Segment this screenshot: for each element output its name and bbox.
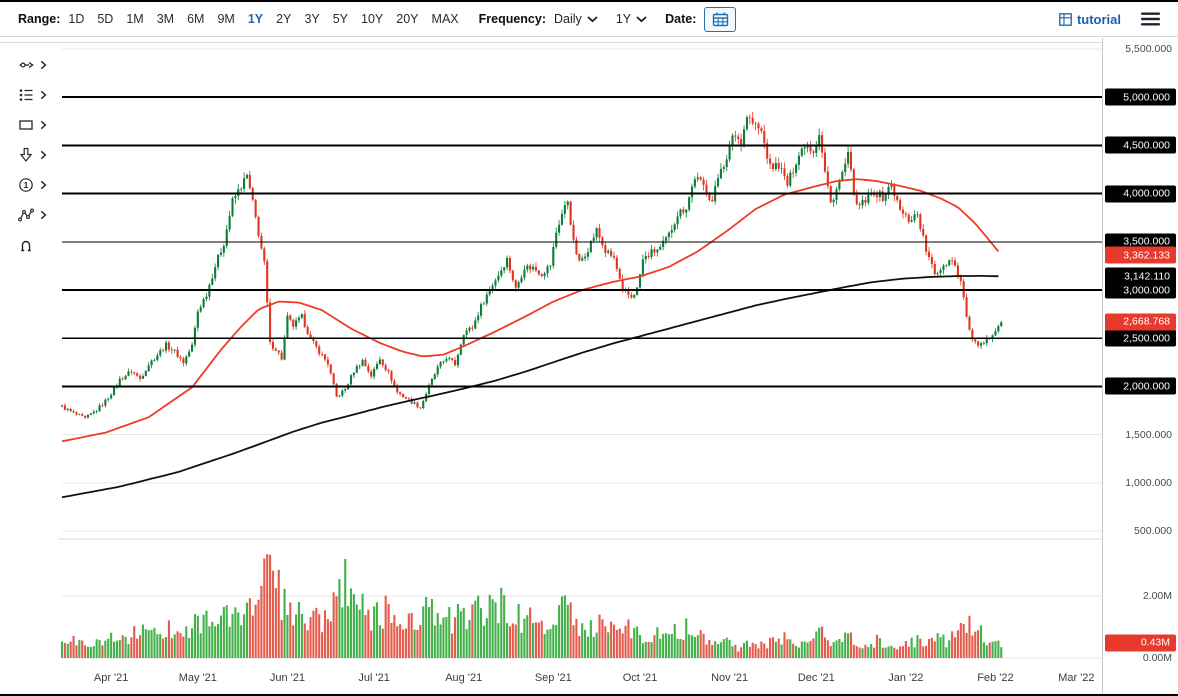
price-badge: 2,000.000 (1105, 377, 1176, 395)
price-badge: 0.43M (1105, 634, 1176, 652)
svg-text:1: 1 (24, 180, 29, 190)
range-option-1D[interactable]: 1D (68, 12, 85, 26)
chevron-right-icon (40, 120, 47, 130)
range-option-20Y[interactable]: 20Y (396, 12, 419, 26)
chart-region: 1 (0, 38, 1178, 694)
numbered-annotation-tool[interactable]: 1 (18, 174, 74, 196)
chevron-right-icon (40, 60, 47, 70)
range-option-5Y[interactable]: 5Y (332, 12, 349, 26)
price-axis: 5,500.000 1,500.000 1,000.000 500.000 5,000.… (1102, 38, 1178, 694)
shapes-tool[interactable] (18, 114, 74, 136)
month-label: Jun '21 (270, 672, 305, 684)
month-label: Jul '21 (358, 672, 389, 684)
range-option-2Y[interactable]: 2Y (276, 12, 292, 26)
range-option-6M[interactable]: 6M (187, 12, 205, 26)
axis-tick-label: 0.00M (1142, 652, 1172, 664)
pattern-tool[interactable] (18, 204, 74, 226)
month-label: Jan '22 (888, 672, 923, 684)
month-label: Mar '22 (1058, 672, 1094, 684)
frequency-label: Frequency: (478, 12, 547, 26)
period-value: 1Y (615, 12, 632, 26)
price-badge: 4,500.000 (1105, 136, 1176, 154)
price-badge: 3,000.000 (1105, 281, 1176, 299)
price-badge: 5,000.000 (1105, 88, 1176, 106)
price-badge: 3,362.133 (1105, 246, 1176, 264)
trend-line-icon (19, 62, 34, 68)
date-label: Date: (665, 12, 697, 26)
range-option-10Y[interactable]: 10Y (361, 12, 384, 26)
month-label: Dec '21 (798, 672, 835, 684)
chevron-down-icon (636, 16, 647, 22)
axis-tick-label: 500.000 (1134, 525, 1172, 537)
axis-tick-label: 2.00M (1142, 590, 1172, 602)
range-option-9M[interactable]: 9M (217, 12, 235, 26)
magnet-tool[interactable] (18, 234, 74, 256)
range-option-3M[interactable]: 3M (156, 12, 175, 26)
range-option-5D[interactable]: 5D (97, 12, 114, 26)
price-badge: 3,500.000 (1105, 233, 1176, 251)
price-badge: 4,000.000 (1105, 185, 1176, 203)
range-option-1M[interactable]: 1M (126, 12, 144, 26)
axis-tick-label: 1,500.000 (1125, 428, 1172, 441)
month-label: Oct '21 (623, 672, 658, 684)
drawing-toolbar: 1 (0, 54, 74, 256)
range-label: Range: (18, 12, 61, 26)
chevron-right-icon (40, 90, 47, 100)
month-label: Apr '21 (94, 672, 129, 684)
pattern-icon (18, 208, 34, 222)
fibonacci-tool[interactable] (18, 84, 74, 106)
ma-slow-line[interactable] (61, 275, 999, 499)
shapes-icon (19, 120, 33, 130)
period-select[interactable]: 1Y (616, 12, 647, 26)
month-label: Nov '21 (711, 672, 748, 684)
range-option-3Y[interactable]: 3Y (304, 12, 320, 26)
chart-canvas[interactable]: Apr '21 May '21 Jun '21 Jul '21 Aug '21 Sep '… (58, 38, 1102, 694)
volume-series (60, 554, 1003, 658)
x-axis-labels: Apr '21 May '21 Jun '21 Jul '21 Aug '21 Sep '… (94, 672, 1095, 684)
axis-tick-label: 5,500.000 (1125, 43, 1172, 55)
chevron-right-icon (40, 180, 47, 190)
toolbar-right: tutorial (1059, 12, 1164, 27)
date-picker-button[interactable] (704, 6, 737, 32)
chevron-right-icon (40, 210, 47, 220)
price-badge: 2,500.000 (1105, 329, 1176, 347)
hamburger-menu-icon (1141, 12, 1160, 26)
numbered-annotation-icon: 1 (19, 178, 33, 192)
range-option-MAX[interactable]: MAX (431, 12, 459, 26)
grid-icon (1059, 12, 1072, 26)
toolbar: Range: 1D 5D 1M 3M 6M 9M 1Y 2Y 3Y 5Y 10Y 20Y MAX Fre… (0, 2, 1178, 37)
ma-fast-line[interactable] (61, 178, 1000, 443)
price-badge: 2,668.768 (1105, 313, 1176, 331)
tutorial-button[interactable]: tutorial (1059, 12, 1121, 27)
chevron-right-icon (40, 150, 47, 160)
trend-line-tool[interactable] (18, 54, 74, 76)
chevron-down-icon (587, 16, 598, 22)
month-label: May '21 (179, 672, 217, 684)
magnet-icon (21, 240, 31, 252)
arrow-down-icon (20, 147, 32, 162)
arrow-tool[interactable] (18, 144, 74, 166)
fibonacci-icon (19, 89, 33, 101)
frequency-select[interactable]: Daily (554, 12, 598, 26)
frequency-value: Daily (554, 12, 582, 26)
range-option-1Y[interactable]: 1Y (247, 12, 264, 26)
range-buttons: 1D 5D 1M 3M 6M 9M 1Y 2Y 3Y 5Y 10Y 20Y MAX (68, 12, 458, 26)
month-label: Sep '21 (535, 672, 572, 684)
pane-divider (0, 42, 1178, 43)
price-badge: 3,142.110 (1105, 267, 1176, 285)
menu-button[interactable] (1141, 12, 1160, 26)
axis-tick-label: 1,000.000 (1125, 476, 1172, 489)
calendar-icon (712, 12, 729, 26)
tutorial-label: tutorial (1076, 11, 1121, 27)
month-label: Feb '22 (977, 672, 1013, 684)
month-label: Aug '21 (445, 672, 482, 684)
